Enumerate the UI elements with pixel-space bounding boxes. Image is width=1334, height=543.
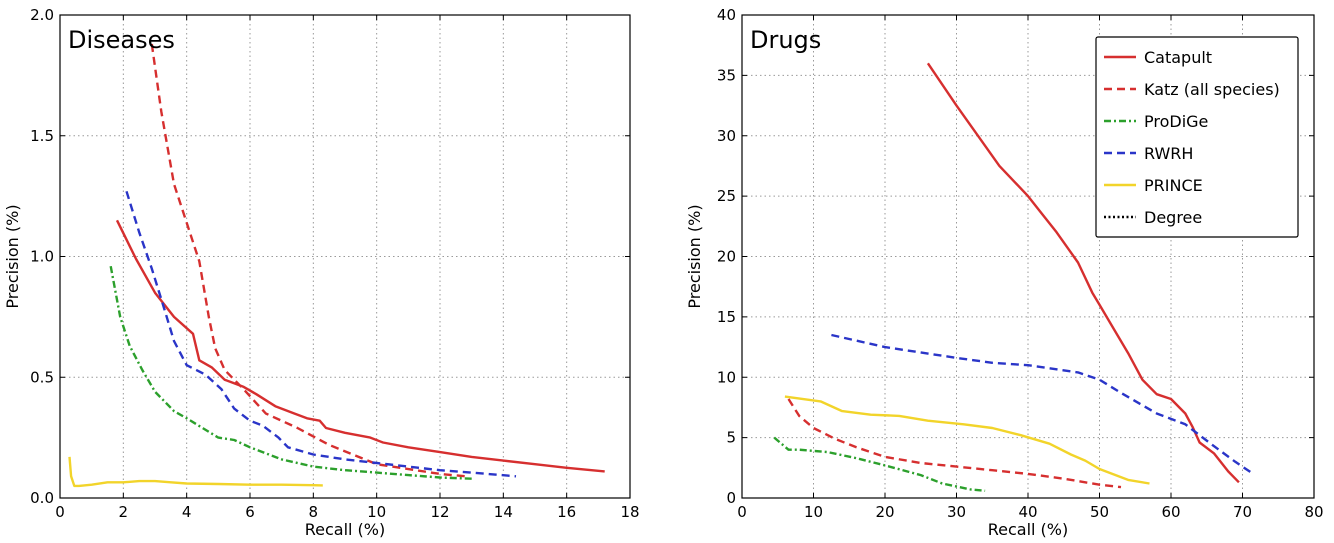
x-tick-label: 0 bbox=[55, 503, 65, 521]
y-tick-label: 2.0 bbox=[30, 6, 54, 24]
panel-title: Diseases bbox=[68, 26, 175, 54]
y-tick-label: 15 bbox=[717, 308, 736, 326]
legend-label-prodige: ProDiGe bbox=[1144, 112, 1208, 131]
series-line-rwrh bbox=[831, 333, 1254, 475]
y-tick-label: 0 bbox=[726, 489, 736, 507]
legend-box bbox=[1095, 36, 1299, 238]
legend: Catapult Katz (all species) ProDiGe RWRH PRI… bbox=[1095, 36, 1299, 238]
legend-label-katz-all-species: Katz (all species) bbox=[1144, 80, 1280, 99]
y-tick-label: 0.5 bbox=[30, 368, 54, 386]
x-tick-label: 30 bbox=[947, 503, 966, 521]
series-line-prince bbox=[68, 456, 323, 488]
series-line-catapult bbox=[115, 219, 605, 473]
series-line-katz-all-species bbox=[150, 43, 466, 478]
y-tick-label: 5 bbox=[726, 429, 736, 447]
x-tick-label: 50 bbox=[1090, 503, 1109, 521]
x-tick-label: 6 bbox=[245, 503, 255, 521]
y-tick-label: 35 bbox=[717, 66, 736, 84]
drugs-chart: 0 10 20 30 40 50 60 70 80 0 5 10 15 20 25 30 35 40 Drugs Re… bbox=[685, 6, 1324, 539]
x-tick-label: 4 bbox=[182, 503, 192, 521]
y-tick-label: 30 bbox=[717, 127, 736, 145]
x-axis-label: Recall (%) bbox=[988, 520, 1069, 539]
legend-label-degree: Degree bbox=[1144, 208, 1202, 227]
y-axis-label: Precision (%) bbox=[3, 204, 22, 308]
x-tick-label: 16 bbox=[557, 503, 576, 521]
legend-label-rwrh: RWRH bbox=[1144, 144, 1193, 163]
diseases-chart: 0 2 4 6 8 10 12 14 16 18 0.0 0.5 1.0 1.5 2.0 Diseases Re… bbox=[3, 6, 640, 539]
x-tick-label: 18 bbox=[620, 503, 639, 521]
x-tick-label: 8 bbox=[309, 503, 319, 521]
y-tick-label: 25 bbox=[717, 187, 736, 205]
x-tick-label: 20 bbox=[875, 503, 894, 521]
legend-label-catapult: Catapult bbox=[1144, 48, 1212, 67]
x-tick-label: 0 bbox=[737, 503, 747, 521]
x-tick-label: 10 bbox=[367, 503, 386, 521]
y-tick-label: 40 bbox=[717, 6, 736, 24]
x-tick-label: 40 bbox=[1018, 503, 1037, 521]
x-tick-label: 70 bbox=[1233, 503, 1252, 521]
x-tick-label: 14 bbox=[494, 503, 513, 521]
series-line-prince bbox=[784, 395, 1150, 485]
y-tick-label: 10 bbox=[717, 368, 736, 386]
series-line-rwrh bbox=[125, 190, 517, 478]
y-axis-label: Precision (%) bbox=[685, 204, 704, 308]
x-tick-label: 12 bbox=[430, 503, 449, 521]
y-tick-label: 1.5 bbox=[30, 127, 54, 145]
x-tick-label: 10 bbox=[804, 503, 823, 521]
legend-label-prince: PRINCE bbox=[1144, 176, 1203, 195]
x-tick-label: 80 bbox=[1304, 503, 1323, 521]
series-line-katz-all-species bbox=[787, 398, 1122, 489]
y-tick-label: 0.0 bbox=[30, 489, 54, 507]
x-axis-label: Recall (%) bbox=[305, 520, 386, 539]
series-line-catapult bbox=[926, 62, 1240, 484]
plot-frame bbox=[59, 14, 631, 499]
x-tick-label: 2 bbox=[119, 503, 129, 521]
series-line-prodige bbox=[773, 436, 986, 492]
plot-frame bbox=[741, 14, 1315, 499]
y-tick-label: 20 bbox=[717, 248, 736, 266]
panel-title: Drugs bbox=[750, 26, 821, 54]
series-line-prodige bbox=[109, 265, 472, 480]
x-tick-label: 60 bbox=[1161, 503, 1180, 521]
y-tick-label: 1.0 bbox=[30, 248, 54, 266]
